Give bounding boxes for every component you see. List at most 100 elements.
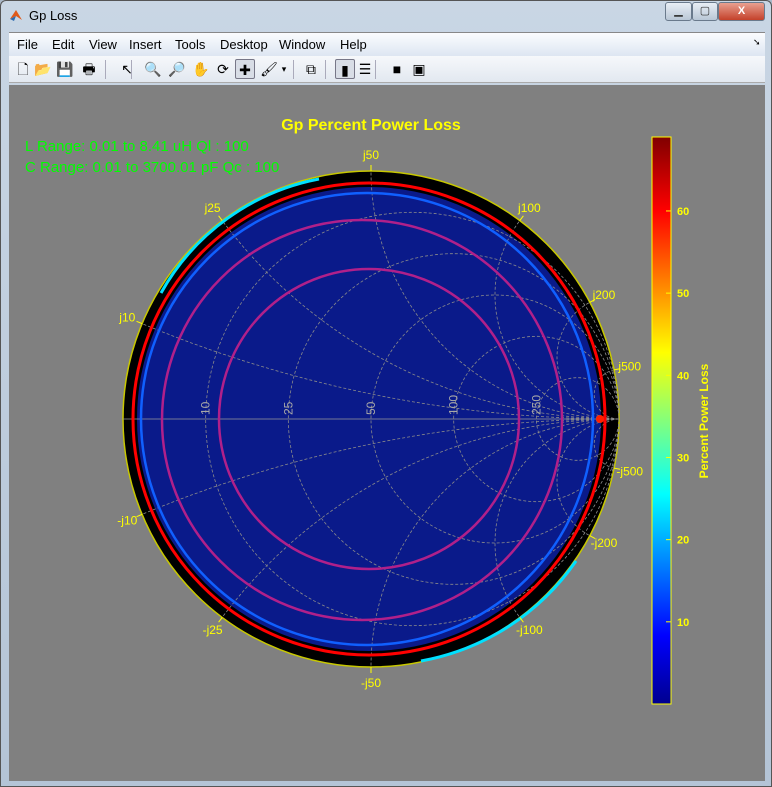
show-plot-tools-icon: ▣ [412,61,426,77]
reactance-label: -j500 [616,464,643,478]
zoom-in-button[interactable]: 🔍 [143,59,163,79]
show-plot-tools-button[interactable]: ▣ [409,59,429,79]
menu-insert[interactable]: Insert [129,37,162,52]
menu-tools[interactable]: Tools [175,37,206,52]
reactance-label: j100 [517,201,541,215]
save-button[interactable]: 💾 [55,59,75,79]
menu-window[interactable]: Window [279,37,326,52]
reactance-tick [519,215,524,221]
link-plot-button[interactable]: ⧉ [301,59,321,79]
close-button[interactable]: X [718,2,765,21]
reactance-arc [494,220,619,420]
menu-edit[interactable]: Edit [52,37,75,52]
reactance-label: j25 [204,201,221,215]
resistance-label: 10 [199,401,213,415]
menu-desktop[interactable]: Desktop [220,37,268,52]
reactance-label: j50 [362,148,379,162]
matlab-logo-icon [10,10,22,21]
hide-plot-tools-icon: ■ [392,61,402,77]
hide-plot-tools-button[interactable]: ■ [387,59,407,79]
insert-legend-button[interactable]: ☰ [355,59,375,79]
colorbar-tick-label: 40 [677,370,689,382]
colorbar-tick-label: 20 [677,535,689,547]
reactance-tick [136,320,143,325]
toolbar-separator [375,60,376,79]
colorbar-label: Percent Power Loss [697,363,711,478]
insert-colorbar-button[interactable]: ▮ [335,59,355,79]
loss-contour-cyan [420,560,578,663]
minimize-button[interactable]: ▁ [665,2,692,21]
colorbar-tick-label: 60 [677,206,689,218]
edit-plot-icon: ↖ [121,61,133,77]
print-icon: 🖶 [82,61,96,77]
reactance-label: -j10 [117,514,137,528]
reactance-label: -j25 [203,623,223,637]
toolbar-separator [293,60,294,79]
reactance-tick [589,535,596,539]
resistance-label: 25 [281,401,295,415]
toolbar-separator [105,60,106,79]
colorbar-tick-label: 30 [677,452,689,464]
loss-contour [139,191,595,647]
new-figure-icon: 🗋 [17,61,29,77]
reactance-arc [141,418,619,515]
zoom-in-icon: 🔍 [144,61,162,77]
window-title: Gp Loss [29,8,78,23]
data-cursor-button[interactable]: ✚ [235,59,255,79]
figure-canvas: Gp Percent Power Loss L Range: 0.01 to 8… [9,85,765,781]
colorbar [651,136,672,705]
reactance-label: j500 [617,360,641,374]
smith-chart-plot[interactable]: Gp Percent Power Loss L Range: 0.01 to 8… [9,85,765,781]
rotate-3d-button[interactable]: ⟳ [213,59,233,79]
annotation-l-range: L Range: 0.01 to 8.41 uH Ql : 100 [25,138,249,155]
dock-arrow-icon[interactable]: ➘ [753,37,761,47]
resistance-label: 50 [364,401,378,415]
maximize-button[interactable]: ▢ [692,2,718,21]
toolbar-separator [131,60,132,79]
loss-contour [131,181,607,657]
brush-dropdown-button[interactable]: ▾ [279,59,289,79]
brush-button[interactable]: 🖌 [259,59,279,79]
menu-bar: File Edit View Insert Tools Desktop Wind… [9,32,765,56]
reactance-arc [593,418,619,469]
reactance-arc [494,418,619,618]
menu-view[interactable]: View [89,37,117,52]
loss-contours [131,177,607,663]
loss-contour [217,267,521,571]
reactance-arc [556,418,619,537]
annotation-c-range: C Range: 0.01 to 3700.01 pF Qc : 100 [25,159,279,176]
smith-grid [123,171,619,667]
reactance-arc [370,171,619,420]
reactance-tick [519,617,524,623]
colorbar-tick-label: 50 [677,288,689,300]
reactance-tick [136,513,143,518]
menu-help[interactable]: Help [340,37,367,52]
reactance-label: -j200 [591,536,618,550]
resistance-label: 100 [447,395,461,415]
open-file-button[interactable]: 📂 [33,59,53,79]
reactance-arc [141,323,619,420]
data-cursor-icon: ✚ [239,62,251,78]
loss-contour [160,218,564,622]
print-button[interactable]: 🖶 [79,59,99,79]
reactance-label: j10 [118,310,135,324]
title-bar: Gp Loss ▁ ▢ X [1,1,771,31]
edit-plot-button[interactable]: ↖ [117,59,137,79]
new-figure-button[interactable]: 🗋 [13,59,33,79]
pan-button[interactable]: ✋ [191,59,211,79]
menu-file[interactable]: File [17,37,38,52]
reactance-arc [370,418,619,667]
insert-colorbar-icon: ▮ [341,62,349,78]
reactance-arc [221,418,619,618]
zoom-out-button[interactable]: 🔎 [167,59,187,79]
reactance-label: j200 [592,288,616,302]
save-icon: 💾 [56,61,74,77]
chart-title: Gp Percent Power Loss [281,117,461,134]
reactance-label: -j50 [361,676,381,690]
insert-legend-icon: ☰ [358,61,372,77]
link-plot-icon: ⧉ [306,61,316,77]
loss-max-point [596,415,604,423]
reactance-tick [613,368,621,371]
open-file-icon: 📂 [34,61,52,77]
rotate-3d-icon: ⟳ [217,61,229,77]
